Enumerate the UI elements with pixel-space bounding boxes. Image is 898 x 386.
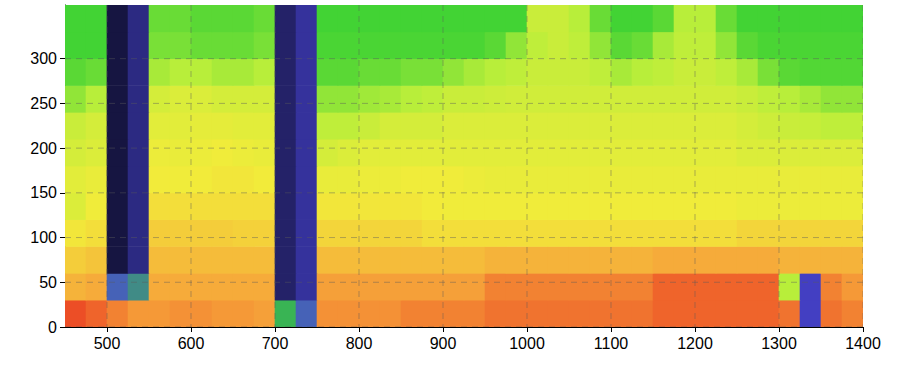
svg-text:700: 700 [262, 335, 289, 352]
svg-text:1400: 1400 [845, 335, 881, 352]
svg-text:150: 150 [30, 184, 57, 201]
svg-text:600: 600 [178, 335, 205, 352]
svg-text:1100: 1100 [594, 335, 629, 352]
svg-text:800: 800 [346, 335, 373, 352]
svg-text:100: 100 [30, 229, 57, 246]
svg-text:1300: 1300 [761, 335, 797, 352]
svg-text:50: 50 [39, 274, 57, 291]
svg-text:1200: 1200 [677, 335, 713, 352]
svg-text:0: 0 [48, 319, 57, 336]
svg-text:250: 250 [30, 95, 57, 112]
svg-text:1000: 1000 [509, 335, 545, 352]
svg-text:300: 300 [30, 50, 57, 67]
svg-text:500: 500 [94, 335, 121, 352]
svg-text:200: 200 [30, 140, 57, 157]
svg-text:900: 900 [430, 335, 457, 352]
